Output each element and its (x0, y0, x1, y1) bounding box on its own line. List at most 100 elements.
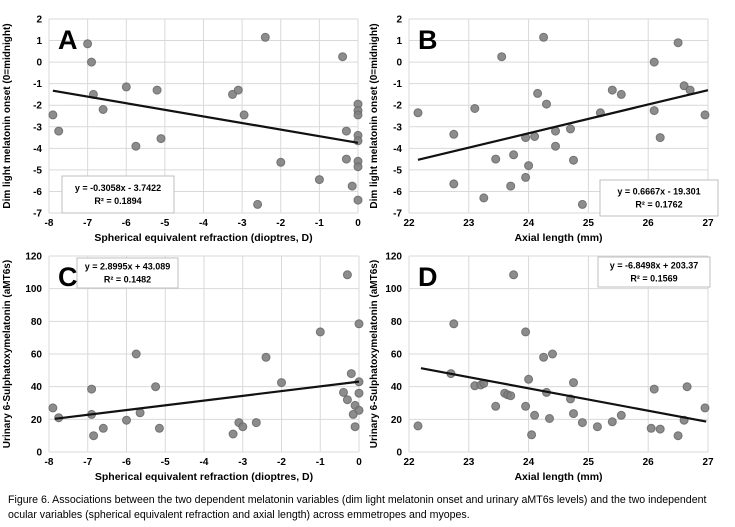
data-point (238, 422, 248, 432)
data-point (509, 150, 519, 160)
x-axis-title: Spherical equivalent refraction (dioptre… (95, 471, 313, 483)
y-tick-label: -4 (393, 144, 402, 155)
x-tick-label: -4 (199, 218, 208, 229)
data-point (228, 429, 238, 439)
x-tick-label: -1 (316, 457, 325, 468)
data-point (607, 417, 617, 427)
r-squared-label: R² = 0.1762 (635, 200, 682, 210)
y-axis-title: Dim light melatonin onset (0=midnight) (369, 23, 380, 208)
y-tick-label: -1 (393, 79, 402, 90)
data-point (649, 57, 659, 67)
x-tick-label: -1 (315, 218, 324, 229)
equation-box (599, 179, 719, 217)
x-tick-label: -8 (45, 218, 54, 229)
data-point (616, 410, 626, 420)
data-point (673, 38, 683, 48)
data-point (521, 172, 531, 182)
data-point (607, 85, 617, 95)
x-tick-label: 0 (356, 457, 362, 468)
data-point (616, 89, 626, 99)
data-point (154, 423, 164, 433)
x-tick-label: 26 (643, 457, 655, 468)
y-tick-label: 40 (31, 382, 43, 393)
x-tick-label: 24 (523, 457, 535, 468)
data-point (131, 141, 141, 151)
data-point (98, 105, 108, 114)
data-point (524, 374, 534, 384)
data-point (548, 349, 557, 359)
data-point (497, 52, 507, 62)
data-point (527, 430, 537, 440)
data-point (530, 410, 540, 420)
data-point (679, 81, 689, 91)
y-tick-label: -2 (33, 101, 42, 112)
data-point (353, 110, 363, 120)
data-point (521, 327, 531, 337)
data-point (506, 391, 516, 401)
data-point (260, 32, 270, 42)
data-point (152, 85, 162, 95)
trend-line (417, 89, 709, 161)
data-point (569, 378, 578, 388)
data-point (682, 382, 692, 392)
data-point (87, 384, 97, 394)
data-point (577, 418, 587, 428)
data-point (122, 415, 131, 425)
y-tick-label: 0 (396, 448, 402, 459)
data-point (655, 424, 665, 434)
x-tick-label: -7 (83, 457, 92, 468)
x-tick-label: 22 (403, 218, 415, 229)
y-tick-label: 120 (385, 252, 402, 263)
x-tick-label: 25 (583, 218, 595, 229)
data-point (506, 181, 516, 191)
panel-letter: A (58, 25, 78, 55)
data-point (521, 401, 531, 411)
y-tick-label: 0 (36, 448, 42, 459)
y-tick-label: -2 (393, 101, 402, 112)
panel-chart-C: -8 -7 -6 -5 -4 -3 -2 -1 0 0 20 40 60 80 100 120 y = 2.89… (2, 252, 364, 483)
data-point (342, 270, 352, 280)
x-tick-label: -8 (45, 457, 54, 468)
data-point (156, 134, 166, 144)
data-point (314, 175, 324, 185)
y-tick-label: -5 (393, 165, 402, 176)
y-tick-label: 1 (36, 36, 42, 47)
x-tick-label: 27 (702, 457, 714, 468)
data-point (592, 422, 602, 432)
trend-line (420, 367, 707, 423)
y-tick-label: 1 (396, 36, 402, 47)
data-point (354, 319, 364, 329)
data-point (353, 162, 363, 172)
data-point (277, 378, 286, 388)
data-point (569, 409, 578, 419)
data-point (649, 106, 659, 116)
equation-label: y = 2.8995x + 43.089 (85, 262, 171, 272)
data-point (151, 382, 161, 392)
x-tick-label: 26 (643, 218, 655, 229)
x-tick-label: 27 (702, 218, 714, 229)
data-point (509, 270, 519, 280)
x-tick-label: -2 (276, 218, 285, 229)
x-tick-label: -6 (122, 457, 131, 468)
data-point (54, 126, 64, 136)
data-point (491, 154, 501, 164)
data-point (253, 199, 263, 209)
data-point (348, 409, 358, 419)
data-point (530, 132, 540, 141)
y-tick-label: -3 (33, 122, 42, 133)
data-point (239, 110, 249, 120)
data-point (83, 39, 93, 49)
y-tick-label: -5 (33, 165, 42, 176)
data-point (346, 369, 356, 379)
y-tick-label: -1 (33, 79, 42, 90)
x-tick-label: -3 (238, 457, 247, 468)
panel-letter: B (418, 25, 438, 55)
x-tick-label: 23 (463, 218, 475, 229)
y-tick-label: 0 (396, 58, 402, 69)
data-point (655, 133, 665, 143)
data-point (131, 349, 141, 359)
y-tick-label: 120 (25, 252, 42, 263)
data-point (87, 57, 96, 67)
equation-label: y = -6.8498x + 203.37 (610, 261, 699, 271)
